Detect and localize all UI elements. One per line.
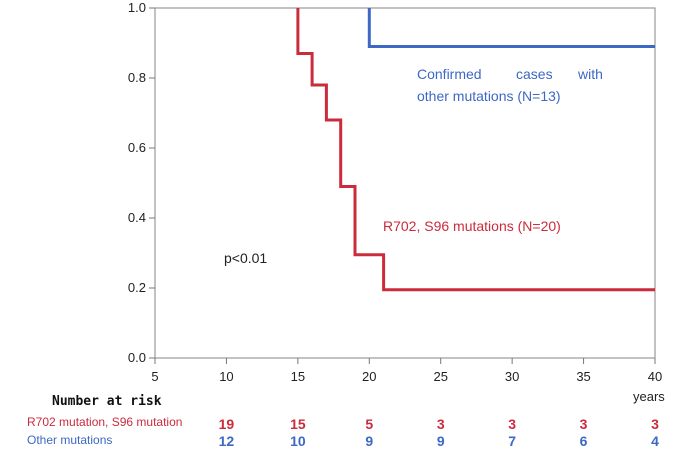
y-tick-label: 0.8	[128, 70, 146, 85]
x-tick-label: 5	[151, 369, 158, 384]
x-axis: 5 10 15 20 25 30 35 40	[151, 358, 662, 384]
risk-value: 3	[437, 416, 445, 432]
risk-value: 10	[290, 433, 306, 449]
plot-frame	[154, 7, 656, 359]
risk-value: 3	[508, 416, 516, 432]
y-tick-label: 0.6	[128, 140, 146, 155]
risk-table-title: Number at risk	[52, 394, 162, 409]
risk-value: 5	[365, 416, 373, 432]
risk-value: 15	[290, 416, 306, 432]
risk-value: 3	[580, 416, 588, 432]
blue-survival-curve	[367, 8, 655, 48]
blue-series-label-word-3: with	[577, 66, 603, 82]
risk-row-name-red: R702 mutation, S96 mutation	[27, 415, 182, 429]
risk-value: 9	[437, 433, 445, 449]
risk-value: 9	[365, 433, 373, 449]
risk-value: 7	[508, 433, 516, 449]
y-tick-label: 1.0	[128, 0, 146, 15]
x-tick-label: 25	[433, 369, 447, 384]
risk-value: 3	[651, 416, 659, 432]
red-series-label: R702, S96 mutations (N=20)	[383, 218, 561, 234]
risk-value: 12	[219, 433, 235, 449]
x-tick-label: 20	[362, 369, 376, 384]
risk-values: 19 15 5 3 3 3 3 12 10 9 9 7 6 4	[219, 416, 659, 449]
y-tick-label: 0.4	[128, 210, 146, 225]
risk-value: 4	[651, 433, 659, 449]
survival-curves	[296, 8, 655, 292]
p-value: p<0.01	[224, 250, 267, 266]
x-tick-label: 35	[576, 369, 590, 384]
x-tick-label: 30	[505, 369, 519, 384]
x-tick-label: 15	[291, 369, 305, 384]
x-tick-label: 10	[219, 369, 233, 384]
y-axis: 0.0 0.2 0.4 0.6 0.8 1.0	[128, 0, 155, 365]
y-tick-label: 0.0	[128, 350, 146, 365]
risk-row-name-blue: Other mutations	[27, 433, 112, 447]
x-tick-label: 40	[648, 369, 662, 384]
risk-value: 6	[580, 433, 588, 449]
blue-series-label-line-2: other mutations (N=13)	[417, 88, 561, 104]
risk-value: 19	[219, 416, 235, 432]
y-tick-label: 0.2	[128, 280, 146, 295]
blue-series-label-word-1: Confirmed	[417, 66, 482, 82]
blue-series-label-word-2: cases	[516, 66, 553, 82]
red-survival-curve	[296, 8, 655, 292]
x-unit-label: years	[633, 389, 665, 404]
